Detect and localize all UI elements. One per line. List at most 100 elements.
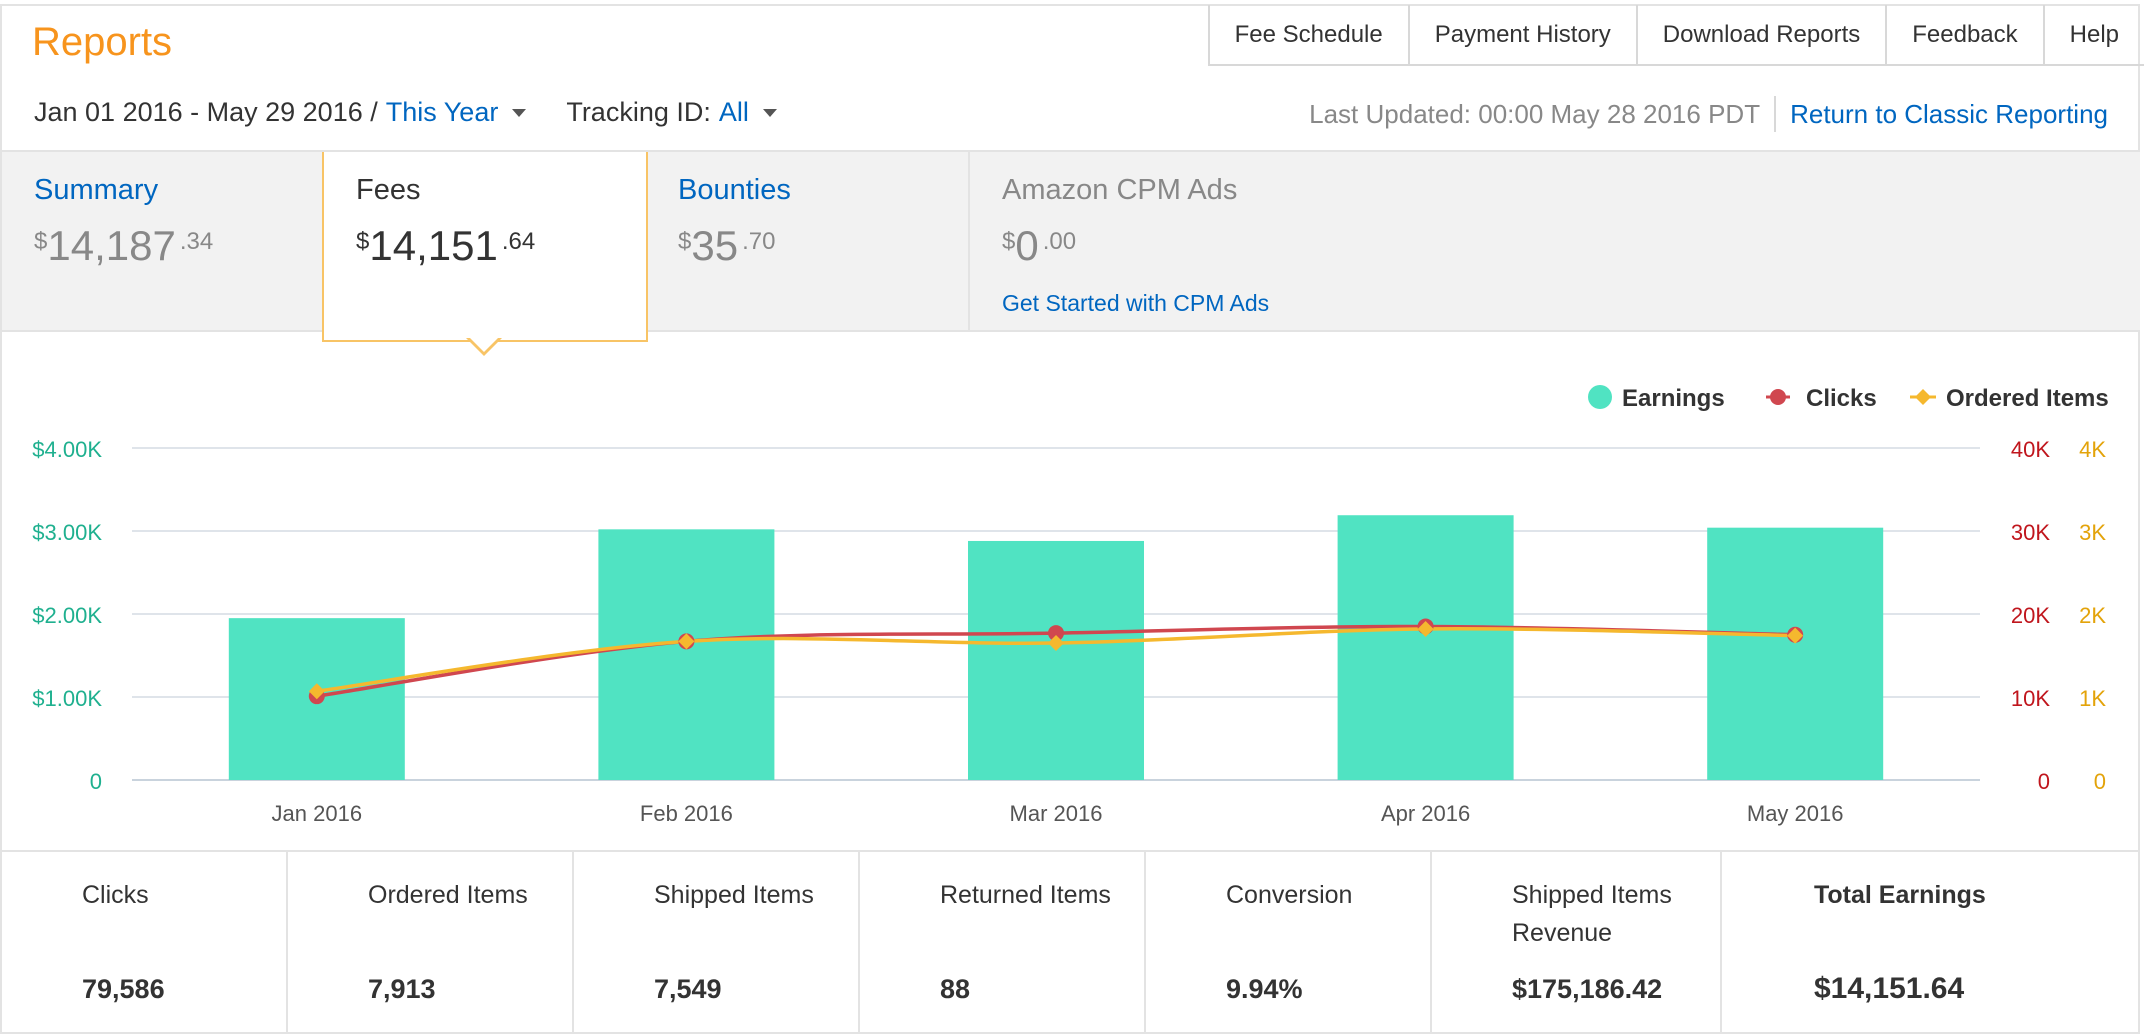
ordered-items-point <box>1417 620 1434 637</box>
update-status: Last Updated: 00:00 May 28 2016 PDT Retu… <box>1309 96 2108 132</box>
cpm-amount: $0.00 <box>1002 222 1076 270</box>
tab-bounties[interactable]: Bounties $35.70 <box>646 152 966 330</box>
stat-label: Conversion <box>1226 881 1353 909</box>
currency-symbol: $ <box>34 228 48 255</box>
stat-value: 7,913 <box>368 974 436 1004</box>
ordered-items-point <box>1048 635 1064 652</box>
date-range-text: Jan 01 2016 - May 29 2016 / <box>34 97 378 127</box>
y-tick-right-ordered: 0 <box>2094 769 2106 794</box>
earnings-bar <box>1707 527 1884 780</box>
stat-total-earnings: Total Earnings $14,151.64 <box>1722 852 2140 1034</box>
amount-cents: .00 <box>1042 228 1077 255</box>
y-tick-right-ordered: 1K <box>2079 686 2106 711</box>
report-panel <box>0 4 2140 1034</box>
stat-label: Returned Items <box>940 881 1111 909</box>
y-tick-left: $3.00K <box>32 520 102 545</box>
stat-label: Shipped Items <box>654 881 814 909</box>
amount-cents: .34 <box>179 228 214 255</box>
y-tick-right-ordered: 3K <box>2079 520 2106 545</box>
stat-value: 88 <box>940 974 971 1004</box>
stat-returned-items: Returned Items 88 <box>860 852 1146 1034</box>
stat-clicks: Clicks 79,586 <box>2 852 288 1034</box>
y-tick-left: $2.00K <box>32 603 102 628</box>
stats-bar: Clicks 79,586 Ordered Items 7,913 Shippe… <box>2 850 2140 1034</box>
x-tick-label: Feb 2016 <box>640 801 733 826</box>
tab-summary-label[interactable]: Summary <box>34 174 159 206</box>
stat-ordered-items: Ordered Items 7,913 <box>288 852 574 1034</box>
legend-ordered-marker <box>1915 389 1931 405</box>
amount-whole: 14,151 <box>369 222 498 269</box>
cpm-get-started-link[interactable]: Get Started with CPM Ads <box>1002 290 1270 316</box>
stat-conversion: Conversion 9.94% <box>1146 852 1432 1034</box>
date-preset-dropdown[interactable]: This Year <box>385 97 499 127</box>
stat-value: $175,186.42 <box>1512 974 1663 1004</box>
y-tick-left: 0 <box>90 769 102 794</box>
top-nav: Fee Schedule Payment History Download Re… <box>1207 5 2144 66</box>
chart-svg: 0 0 0 $1.00K 10K 1K $2.00K 20K 2K $3.00K 30K 3K $4.0… <box>32 385 2109 826</box>
tab-summary[interactable]: Summary $14,187.34 <box>2 152 322 330</box>
stat-label: Total Earnings <box>1814 881 1986 909</box>
active-tab-pointer-fill <box>469 337 499 352</box>
earnings-bar <box>968 540 1144 780</box>
tab-fees[interactable]: Fees $14,151.64 <box>322 152 648 342</box>
stat-value: 79,586 <box>82 974 165 1004</box>
currency-symbol: $ <box>678 228 692 255</box>
legend-earnings-marker <box>1588 385 1612 409</box>
feedback-button[interactable]: Feedback <box>1887 5 2045 64</box>
tab-cpm-label: Amazon CPM Ads <box>1002 174 1238 206</box>
earnings-bar <box>1337 515 1514 780</box>
tab-fees-label[interactable]: Fees <box>356 174 421 206</box>
download-reports-button[interactable]: Download Reports <box>1638 5 1888 64</box>
x-tick-label: May 2016 <box>1747 801 1844 826</box>
earnings-bar <box>598 529 775 780</box>
y-tick-left: $1.00K <box>32 686 102 711</box>
amount-whole: 14,187 <box>47 222 176 269</box>
amount-whole: 0 <box>1015 222 1039 269</box>
help-button[interactable]: Help <box>2069 20 2119 48</box>
ordered-items-point <box>308 683 325 700</box>
currency-symbol: $ <box>1002 228 1016 255</box>
classic-reporting-link[interactable]: Return to Classic Reporting <box>1790 98 2108 129</box>
y-tick-right-ordered: 2K <box>2079 603 2106 628</box>
payment-history-button[interactable]: Payment History <box>1410 5 1638 64</box>
report-tabs: Summary $14,187.34 Bounties $35.70 Amazo… <box>2 150 2140 342</box>
stat-label: Shipped Items Revenue <box>1512 881 1672 947</box>
tracking-id-dropdown[interactable]: All <box>718 97 749 127</box>
y-tick-right-clicks: 40K <box>2011 437 2050 462</box>
y-tick-right-clicks: 0 <box>2038 769 2050 794</box>
filter-bar: Jan 01 2016 - May 29 2016 / This Year Tr… <box>34 97 817 128</box>
legend-ordered-items: Ordered Items <box>1946 385 2109 412</box>
y-tick-left: $4.00K <box>32 437 102 462</box>
legend-clicks: Clicks <box>1806 385 1877 412</box>
stat-label: Ordered Items <box>368 881 528 909</box>
chevron-down-icon[interactable] <box>512 108 527 117</box>
last-updated-text: Last Updated: 00:00 May 28 2016 PDT <box>1309 98 1761 129</box>
tab-amazon-cpm-ads: Amazon CPM Ads $0.00 Get Started with CP… <box>968 152 2140 330</box>
chevron-down-icon[interactable] <box>762 108 777 117</box>
amount-cents: .64 <box>501 228 536 255</box>
x-tick-label: Jan 2016 <box>272 801 363 826</box>
stat-shipped-revenue: Shipped Items Revenue $175,186.42 <box>1432 852 1722 1034</box>
legend-earnings: Earnings <box>1622 385 1725 412</box>
page-title: Reports <box>32 20 173 64</box>
ordered-items-point <box>678 633 695 650</box>
y-tick-right-clicks: 20K <box>2011 603 2050 628</box>
x-tick-label: Mar 2016 <box>1010 801 1103 826</box>
earnings-chart: 0 0 0 $1.00K 10K 1K $2.00K 20K 2K $3.00K 30K 3K $4.0… <box>2 334 2140 848</box>
summary-amount: $14,187.34 <box>34 222 213 270</box>
stat-value: 9.94% <box>1226 974 1303 1004</box>
x-tick-label: Apr 2016 <box>1381 801 1470 826</box>
stat-label: Clicks <box>82 881 149 909</box>
tracking-id-label: Tracking ID: <box>566 97 711 127</box>
stat-value: 7,549 <box>654 974 722 1004</box>
amount-cents: .70 <box>742 228 776 255</box>
y-tick-right-clicks: 10K <box>2011 686 2050 711</box>
y-tick-right-clicks: 30K <box>2011 520 2050 545</box>
tab-bounties-label[interactable]: Bounties <box>678 174 791 206</box>
amount-whole: 35 <box>691 222 739 269</box>
divider <box>1774 96 1777 132</box>
stat-shipped-items: Shipped Items 7,549 <box>574 852 860 1034</box>
fee-schedule-button[interactable]: Fee Schedule <box>1210 5 1410 64</box>
currency-symbol: $ <box>356 228 370 255</box>
bounties-amount: $35.70 <box>678 222 775 270</box>
